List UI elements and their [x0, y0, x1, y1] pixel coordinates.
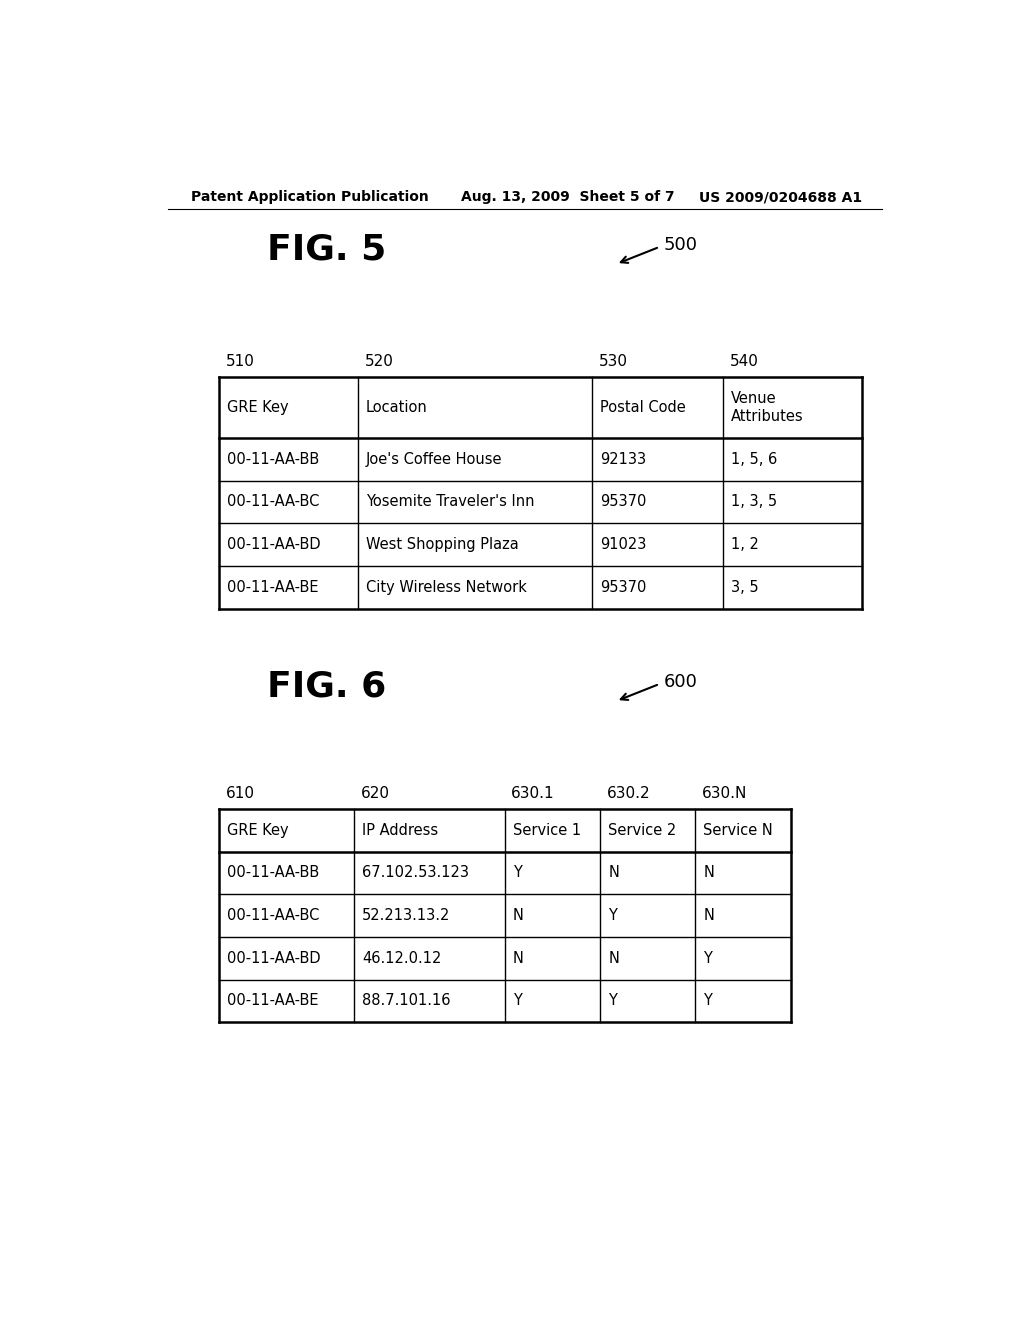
Text: 00-11-AA-BB: 00-11-AA-BB	[227, 451, 319, 467]
Text: GRE Key: GRE Key	[227, 822, 289, 838]
Text: 91023: 91023	[600, 537, 646, 552]
Text: Service 2: Service 2	[608, 822, 677, 838]
Text: N: N	[513, 908, 523, 923]
Text: 92133: 92133	[600, 451, 646, 467]
Text: 620: 620	[360, 785, 389, 801]
Text: 46.12.0.12: 46.12.0.12	[362, 950, 441, 966]
Text: Patent Application Publication: Patent Application Publication	[191, 190, 429, 205]
Text: N: N	[703, 866, 714, 880]
Text: Service N: Service N	[703, 822, 773, 838]
Text: 540: 540	[729, 354, 759, 368]
Text: 1, 5, 6: 1, 5, 6	[731, 451, 777, 467]
Text: IP Address: IP Address	[362, 822, 438, 838]
Text: Postal Code: Postal Code	[600, 400, 686, 414]
Text: N: N	[513, 950, 523, 966]
Text: 00-11-AA-BD: 00-11-AA-BD	[227, 950, 321, 966]
Text: FIG. 6: FIG. 6	[267, 671, 386, 704]
Text: Service 1: Service 1	[513, 822, 581, 838]
Text: N: N	[608, 950, 618, 966]
Text: 3, 5: 3, 5	[731, 579, 759, 595]
Text: FIG. 5: FIG. 5	[267, 232, 386, 267]
Text: 52.213.13.2: 52.213.13.2	[362, 908, 451, 923]
Text: Y: Y	[703, 950, 713, 966]
Text: 88.7.101.16: 88.7.101.16	[362, 994, 451, 1008]
Text: Yosemite Traveler's Inn: Yosemite Traveler's Inn	[367, 495, 535, 510]
Text: Aug. 13, 2009  Sheet 5 of 7: Aug. 13, 2009 Sheet 5 of 7	[461, 190, 675, 205]
Text: 500: 500	[664, 236, 697, 253]
Text: N: N	[703, 908, 714, 923]
Text: 630.1: 630.1	[511, 785, 555, 801]
Text: 00-11-AA-BE: 00-11-AA-BE	[227, 579, 318, 595]
Text: US 2009/0204688 A1: US 2009/0204688 A1	[699, 190, 862, 205]
Text: 610: 610	[225, 785, 255, 801]
Text: 95370: 95370	[600, 495, 646, 510]
Text: Y: Y	[513, 994, 522, 1008]
Text: 630.N: 630.N	[701, 785, 748, 801]
Text: 95370: 95370	[600, 579, 646, 595]
Text: Y: Y	[608, 994, 617, 1008]
Text: 00-11-AA-BC: 00-11-AA-BC	[227, 495, 319, 510]
Text: 1, 3, 5: 1, 3, 5	[731, 495, 777, 510]
Text: 510: 510	[225, 354, 255, 368]
Text: 00-11-AA-BC: 00-11-AA-BC	[227, 908, 319, 923]
Text: City Wireless Network: City Wireless Network	[367, 579, 527, 595]
Text: 600: 600	[664, 673, 697, 690]
Text: 00-11-AA-BB: 00-11-AA-BB	[227, 866, 319, 880]
Text: Location: Location	[367, 400, 428, 414]
Text: Joe's Coffee House: Joe's Coffee House	[367, 451, 503, 467]
Text: Y: Y	[608, 908, 617, 923]
Text: 520: 520	[365, 354, 393, 368]
Text: N: N	[608, 866, 618, 880]
Text: Y: Y	[513, 866, 522, 880]
Text: Y: Y	[703, 994, 713, 1008]
Text: 67.102.53.123: 67.102.53.123	[362, 866, 469, 880]
Text: 1, 2: 1, 2	[731, 537, 759, 552]
Text: 00-11-AA-BE: 00-11-AA-BE	[227, 994, 318, 1008]
Text: 530: 530	[599, 354, 628, 368]
Text: West Shopping Plaza: West Shopping Plaza	[367, 537, 519, 552]
Text: 630.2: 630.2	[606, 785, 650, 801]
Text: Venue
Attributes: Venue Attributes	[731, 391, 804, 424]
Text: GRE Key: GRE Key	[227, 400, 289, 414]
Text: 00-11-AA-BD: 00-11-AA-BD	[227, 537, 321, 552]
